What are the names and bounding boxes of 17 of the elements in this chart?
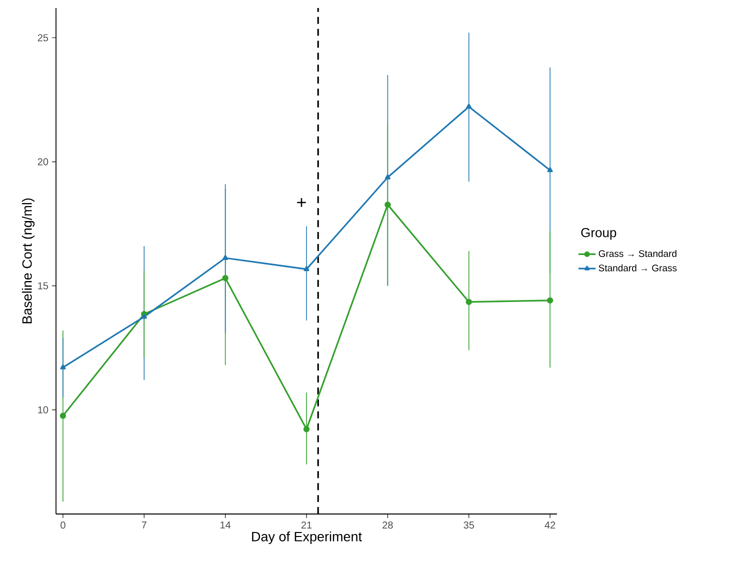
- x-tick-label: 0: [60, 522, 66, 529]
- y-axis-title: Baseline Cort (ng/ml): [22, 198, 35, 324]
- annotation: +: [297, 198, 306, 207]
- y-tick-label: 20: [38, 158, 48, 166]
- x-tick-label: 7: [142, 522, 146, 528]
- legend-title: Group: [581, 228, 616, 240]
- y-tick-label: 25: [38, 34, 48, 42]
- x-tick-label: 14: [220, 522, 231, 528]
- legend-label: Grass → Standard: [598, 250, 676, 257]
- x-tick-label: 28: [382, 522, 393, 529]
- x-tick-label: 21: [301, 522, 312, 529]
- y-tick-label: 10: [38, 406, 48, 414]
- y-tick-label: 15: [38, 282, 48, 290]
- x-axis-title: Day of Experiment: [252, 531, 362, 544]
- legend-label: Standard → Grass: [598, 264, 677, 272]
- x-tick-label: 35: [464, 522, 474, 529]
- x-tick-label: 42: [544, 522, 556, 529]
